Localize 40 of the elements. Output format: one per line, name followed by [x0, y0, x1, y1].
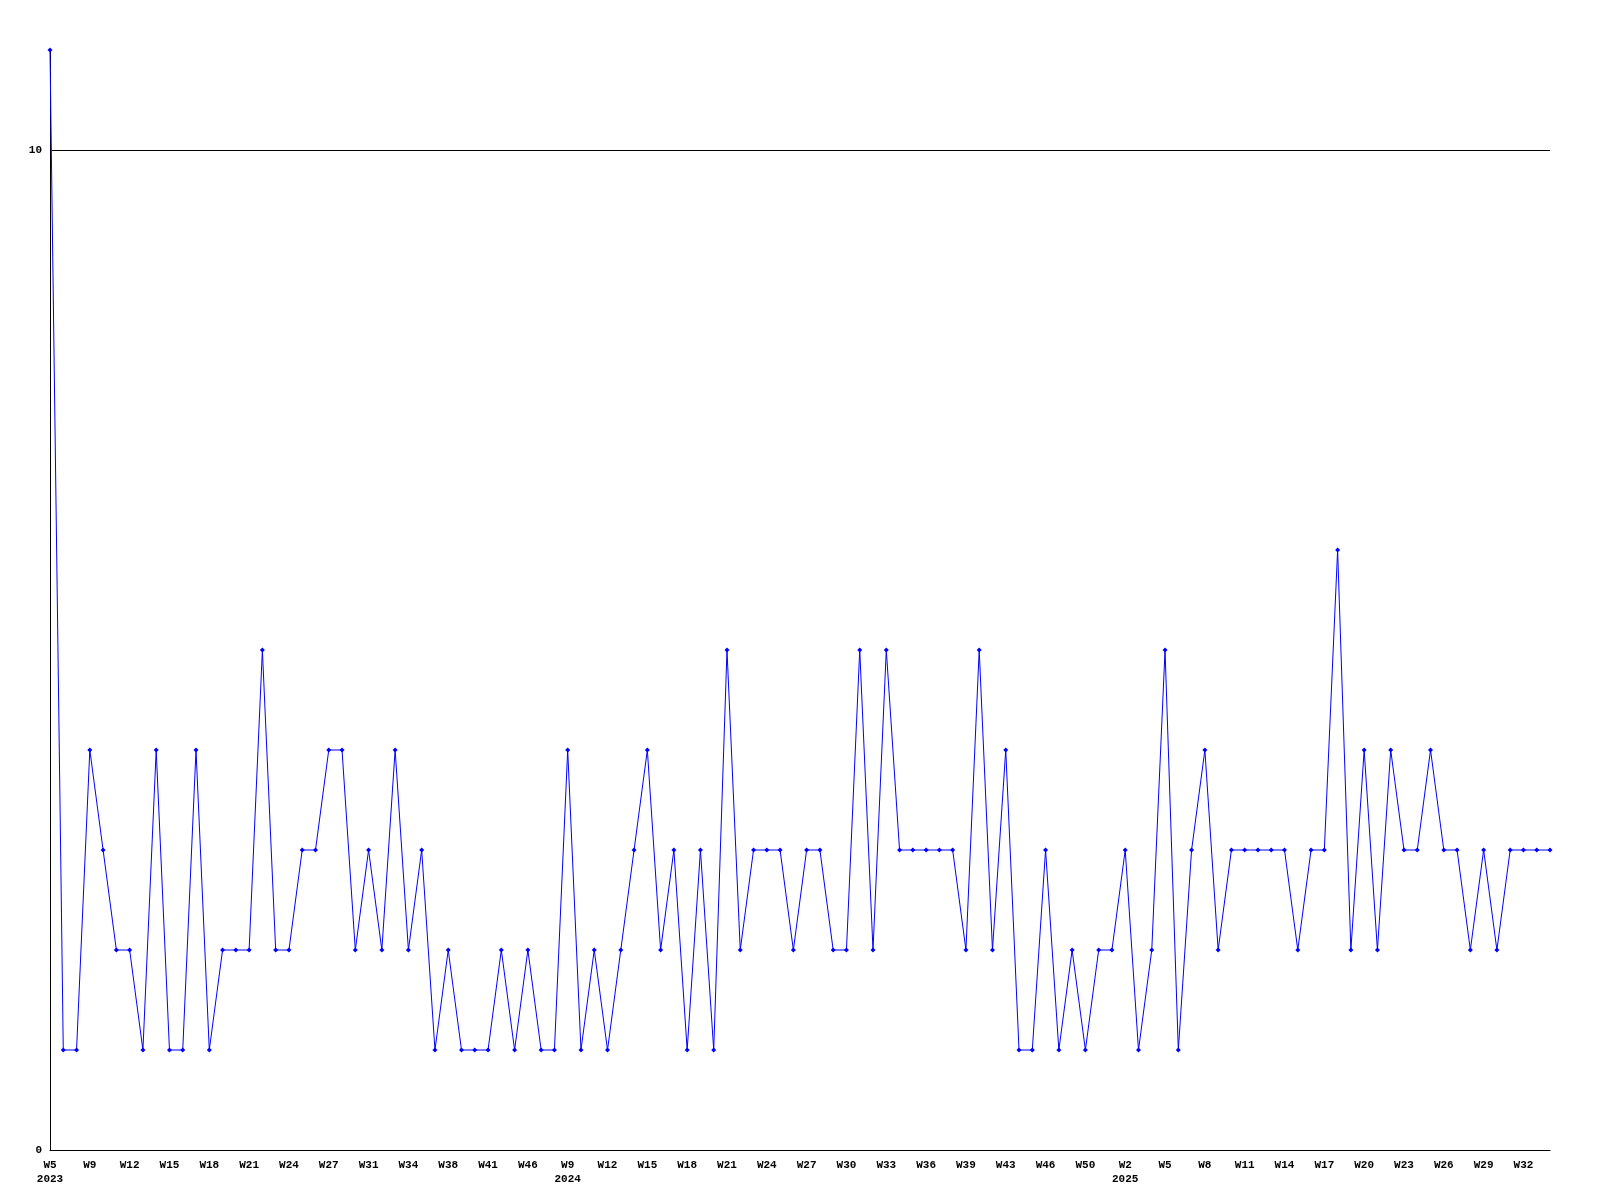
x-tick-label: W20	[1354, 1159, 1375, 1171]
x-tick-label: W15	[159, 1159, 180, 1171]
x-tick-label: W24	[279, 1159, 300, 1171]
x-tick-label: W26	[1433, 1159, 1454, 1171]
x-tick-label: W21	[239, 1159, 260, 1171]
x-tick-label: W21	[717, 1159, 738, 1171]
x-tick-label: W14	[1274, 1159, 1295, 1171]
x-tick-label: W17	[1314, 1159, 1335, 1171]
x-tick-label: W5	[1158, 1159, 1173, 1171]
x-tick-label: W27	[318, 1159, 339, 1171]
x-tick-label: W12	[119, 1159, 140, 1171]
x-tick-label: W23	[1394, 1159, 1415, 1171]
x-tick-label: W31	[358, 1159, 379, 1171]
x-tick-label: W39	[956, 1159, 976, 1171]
y-tick-label: 0	[35, 1144, 42, 1156]
x-tick-label: W33	[876, 1159, 897, 1171]
x-tick-label: W43	[995, 1159, 1017, 1171]
x-tick-label: W18	[677, 1159, 698, 1171]
x-tick-label: W41	[478, 1159, 499, 1171]
x-tick-label: W9	[83, 1159, 97, 1171]
x-tick-label: W15	[637, 1159, 658, 1171]
x-tick-label: W5 2023	[36, 1159, 64, 1185]
x-tick-label: W12	[597, 1159, 618, 1171]
x-tick-label: W46	[517, 1159, 538, 1171]
x-tick-label: W9 2024	[554, 1159, 582, 1185]
x-tick-label: W30	[836, 1159, 857, 1171]
x-tick-label: W18	[199, 1159, 220, 1171]
x-tick-label: W29	[1473, 1159, 1494, 1171]
x-tick-label: W27	[796, 1159, 817, 1171]
x-tick-label: W36	[916, 1159, 937, 1171]
x-tick-label: W34	[398, 1159, 419, 1171]
x-tick-label: W24	[756, 1159, 778, 1171]
x-tick-label: W50	[1075, 1159, 1096, 1171]
x-tick-label: W32	[1513, 1159, 1534, 1171]
y-tick-label: 10	[28, 144, 42, 156]
x-tick-label: W38	[438, 1159, 459, 1171]
x-tick-label: W46	[1035, 1159, 1056, 1171]
x-tick-label: W2 2025	[1112, 1159, 1139, 1185]
x-tick-label: W11	[1234, 1159, 1255, 1171]
x-tick-label: W8	[1198, 1159, 1212, 1171]
